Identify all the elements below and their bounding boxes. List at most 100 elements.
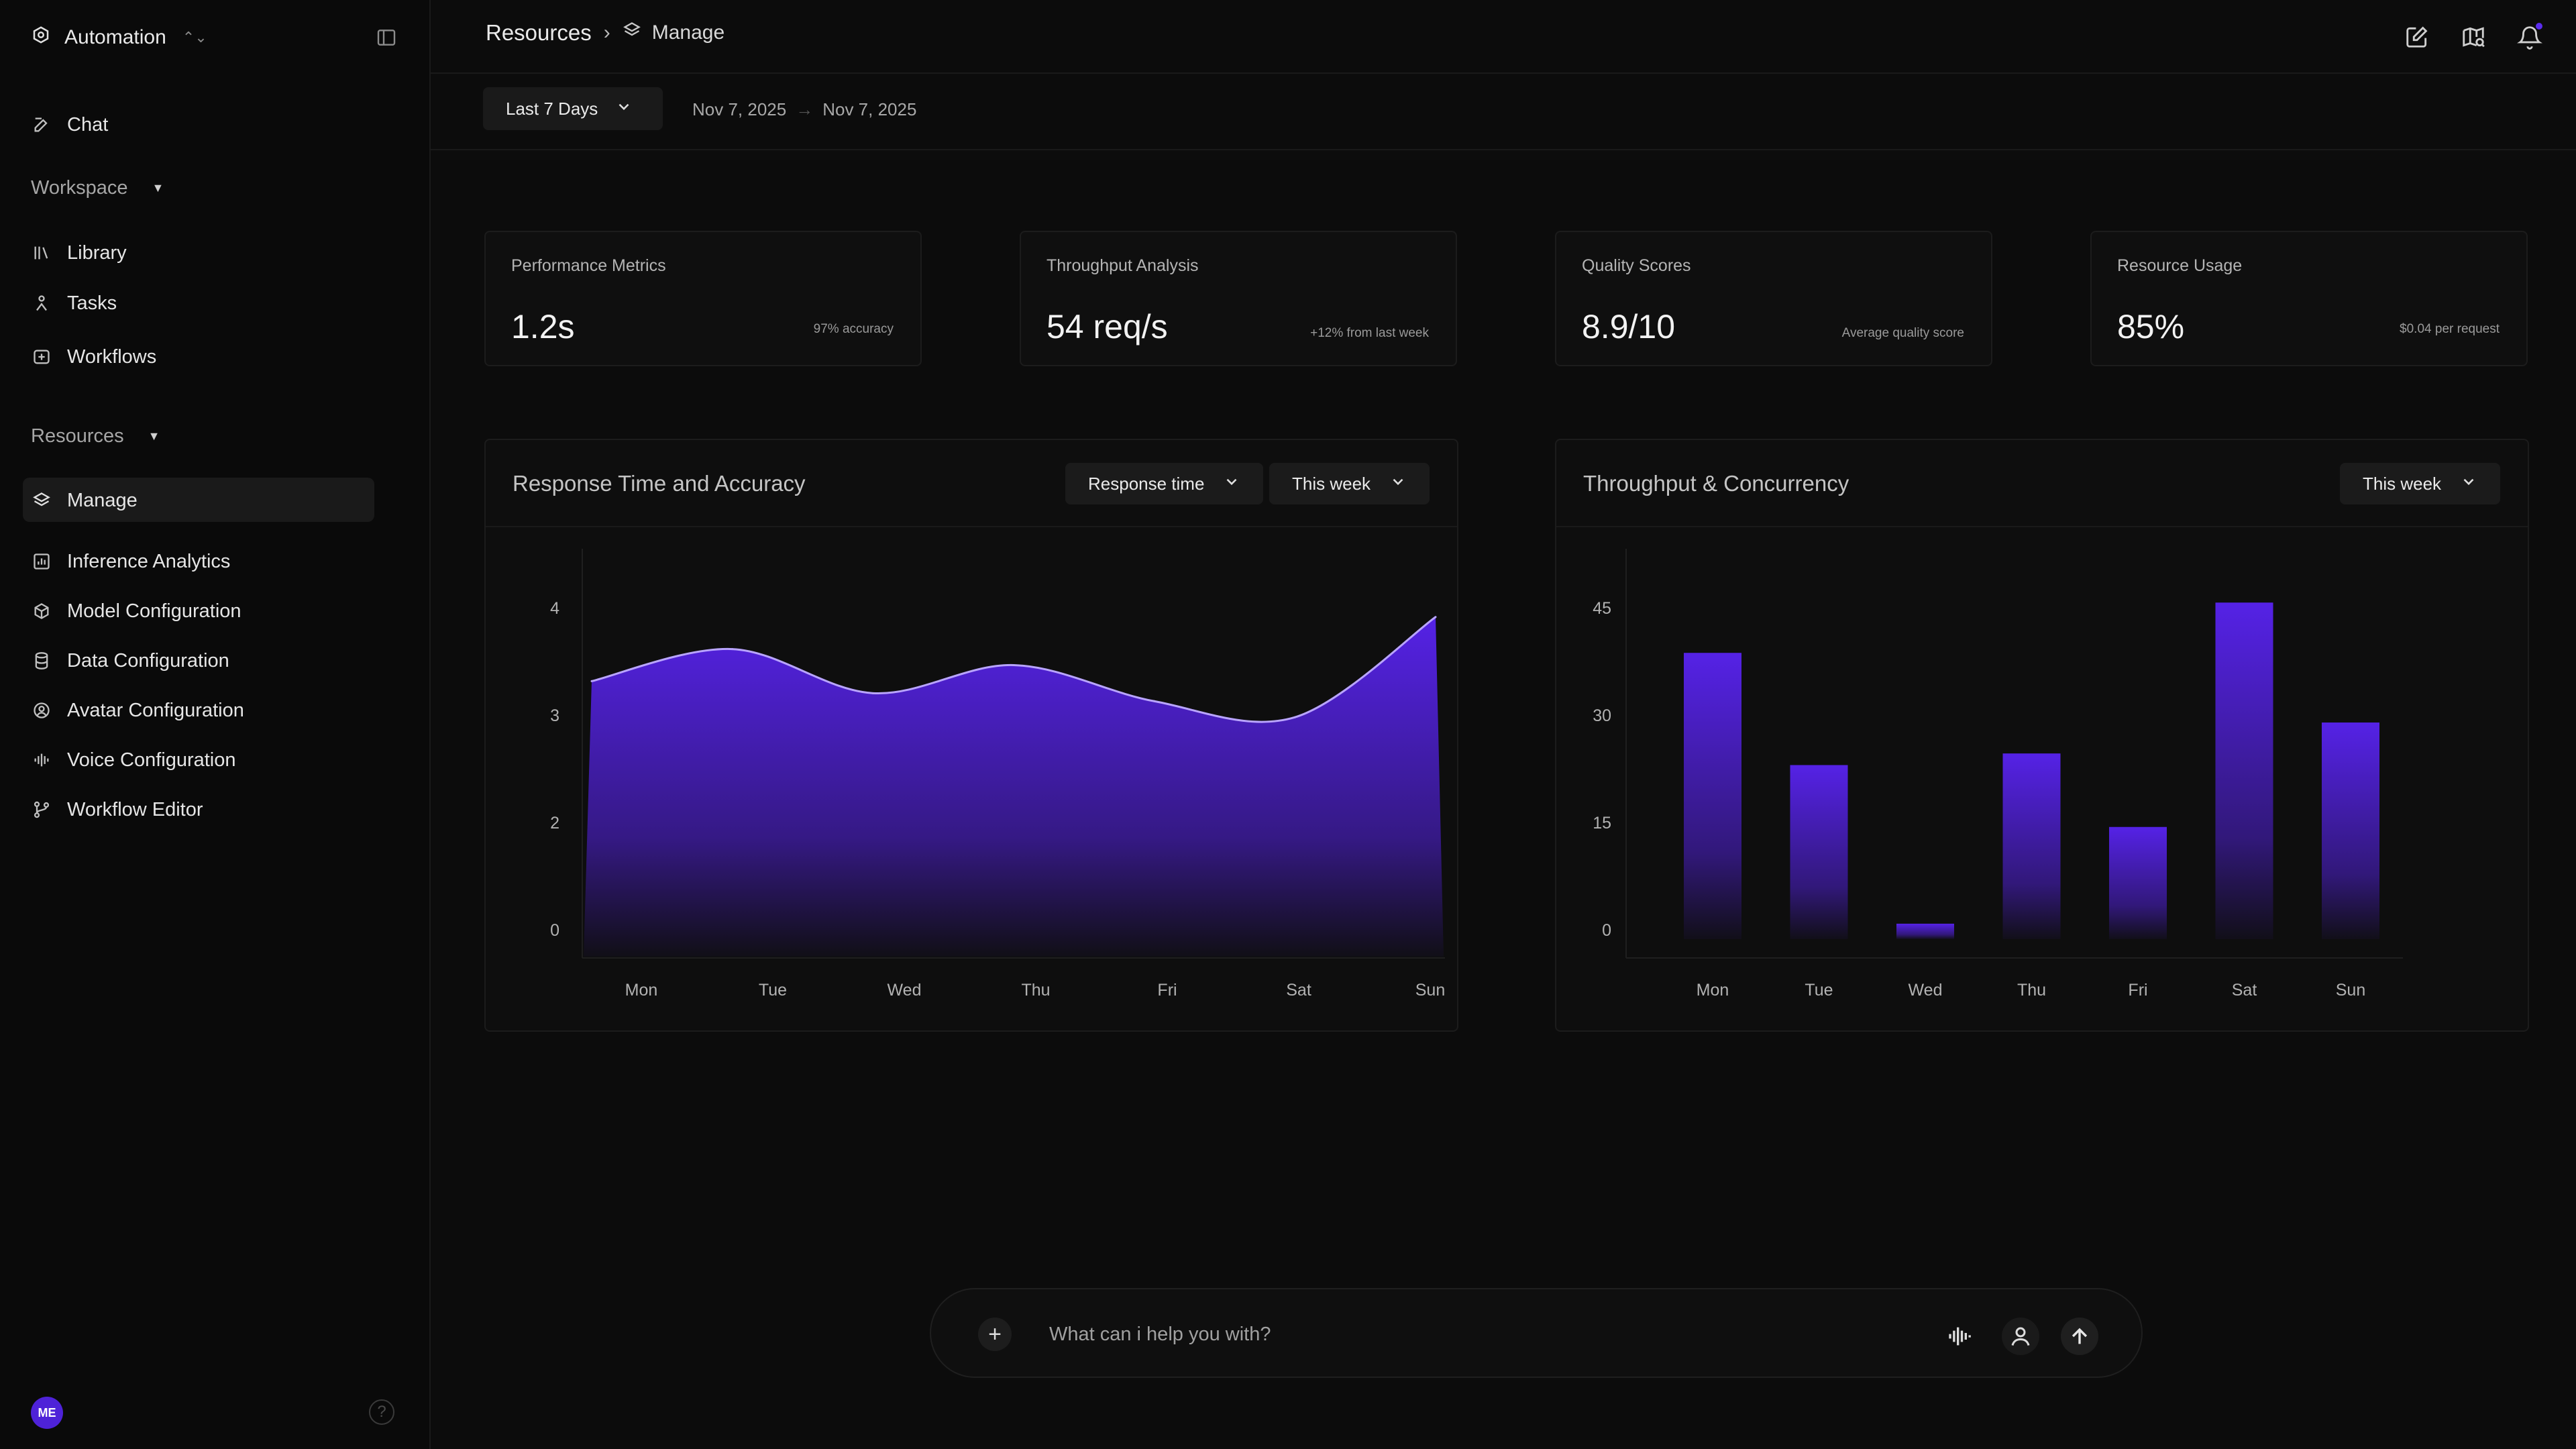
area-data-point [871,692,874,694]
panel-title: Throughput & Concurrency [1583,471,1849,496]
y-tick-label: 3 [550,706,559,725]
sidebar-item-data-configuration[interactable]: Data Configuration [31,645,229,677]
area-data-point [1153,700,1156,702]
analytics-icon [31,551,52,572]
sidebar-item-label: Avatar Configuration [67,699,244,721]
date-range-dropdown[interactable]: Last 7 Days [483,87,663,130]
sidebar-item-label: Manage [67,489,138,511]
y-tick-label: 4 [550,599,559,618]
y-tick-label: 15 [1593,814,1611,833]
sidebar-item-inference-analytics[interactable]: Inference Analytics [31,545,230,578]
metric-label: Performance Metrics [511,256,666,275]
chat-input[interactable] [1049,1316,1787,1352]
x-tick-label: Sun [2336,981,2365,1000]
x-tick-label: Wed [1909,981,1943,1000]
breadcrumb-parent[interactable]: Resources [486,20,592,45]
sidebar-active-highlight [23,478,374,522]
sidebar-section-workspace[interactable]: Workspace ▼ [31,173,164,203]
y-tick-label: 0 [550,921,559,940]
brand-logo-icon [31,25,51,50]
sidebar-item-label: Inference Analytics [67,550,231,572]
chevron-down-icon [2460,473,2477,495]
metric-value: 8.9/10 [1582,308,1676,345]
metric-card-quality: Quality Scores 8.9/10 Average quality sc… [1555,231,1992,366]
area-data-point [731,648,734,651]
x-tick-label: Thu [1021,981,1050,1000]
sidebar-item-chat[interactable]: Chat [31,109,108,141]
area-series-fill [584,616,1444,957]
area-data-point [1434,616,1437,619]
metric-value: 54 req/s [1046,308,1168,345]
chevron-down-icon [1389,473,1407,495]
throughput-bar-chart: 0 15 30 45 Mon Tue Wed Thu Fri Sat Sun [1593,549,2403,1000]
x-tick-label: Tue [1805,981,1833,1000]
chat-composer: + [930,1288,2143,1378]
sidebar-item-workflows[interactable]: Workflows [31,341,156,373]
area-data-point [1012,663,1015,666]
sidebar-collapse-icon[interactable] [376,27,397,48]
x-tick-label: Mon [1697,981,1729,1000]
bar [1790,765,1848,939]
voice-waveform-icon[interactable] [1941,1318,1979,1355]
metric-note: +12% from last week [1310,326,1429,340]
metric-card-performance: Performance Metrics 1.2s 97% accuracy [484,231,922,366]
library-icon [31,242,52,264]
sidebar-item-library[interactable]: Library [31,237,127,269]
sidebar-item-manage[interactable]: Manage [31,484,138,517]
breadcrumb-current-label: Manage [651,21,725,44]
metric-label: Throughput Analysis [1046,256,1199,275]
sidebar-item-model-configuration[interactable]: Model Configuration [31,595,241,627]
sidebar-item-avatar-configuration[interactable]: Avatar Configuration [31,694,244,727]
bar [2322,722,2379,939]
x-tick-label: Thu [2017,981,2046,1000]
metric-card-throughput: Throughput Analysis 54 req/s +12% from l… [1020,231,1457,366]
user-icon[interactable] [2002,1318,2039,1355]
x-tick-label: Wed [888,981,922,1000]
sidebar-item-label: Workflows [67,345,157,368]
period-select-dropdown[interactable]: This week [2340,463,2501,504]
add-attachment-button[interactable]: + [978,1318,1012,1351]
notification-dot [2536,23,2542,30]
period-select-label: This week [2363,473,2442,494]
chevron-down-icon [615,98,633,120]
bell-icon[interactable] [2516,23,2544,51]
section-label: Workspace [31,176,128,199]
send-arrow-icon[interactable] [2061,1318,2098,1355]
bar [1896,923,1954,939]
workflows-icon [31,346,52,368]
new-note-icon[interactable] [2403,23,2431,51]
date-range-display[interactable]: Nov 7, 2025 → Nov 7, 2025 [692,99,916,120]
waveform-icon [31,749,52,771]
period-select-dropdown[interactable]: This week [1269,463,1430,504]
map-search-icon[interactable] [2459,23,2487,51]
workspace-switcher[interactable]: Automation ⌃⌄ [31,24,207,51]
help-icon[interactable]: ? [369,1399,394,1425]
sidebar-item-voice-configuration[interactable]: Voice Configuration [31,744,236,776]
top-actions [2403,23,2544,51]
database-icon [31,650,52,672]
avatar[interactable]: ME [31,1397,63,1429]
tasks-icon [31,292,52,314]
metric-value: 1.2s [511,308,575,345]
metric-note: 97% accuracy [813,322,894,336]
sidebar-item-label: Data Configuration [67,649,229,672]
bar [2109,826,2167,939]
bar [2002,753,2061,939]
sidebar-item-label: Library [67,241,127,264]
cube-icon [31,600,52,622]
sidebar-section-resources[interactable]: Resources ▼ [31,421,160,451]
sidebar-item-workflow-editor[interactable]: Workflow Editor [31,794,203,826]
panel-header: Response Time and Accuracy Response time… [486,440,1457,527]
response-time-area-chart: 0 2 3 4 Mon Tue Wed Thu Fri Sat Sun [550,549,1445,1000]
period-select-label: This week [1292,473,1371,494]
x-tick-label: Fri [1157,981,1177,1000]
sidebar-item-tasks[interactable]: Tasks [31,287,117,319]
metric-select-dropdown[interactable]: Response time [1065,463,1264,504]
chevron-updown-icon: ⌃⌄ [182,29,207,46]
y-tick-label: 30 [1593,706,1611,725]
metric-card-resource-usage: Resource Usage 85% $0.04 per request [2090,231,2528,366]
workspace-name: Automation [64,26,166,48]
y-tick-label: 2 [550,814,559,833]
throughput-panel: Throughput & Concurrency This week 0 15 30… [1555,439,2529,1032]
response-time-panel: Response Time and Accuracy Response time… [484,439,1458,1032]
